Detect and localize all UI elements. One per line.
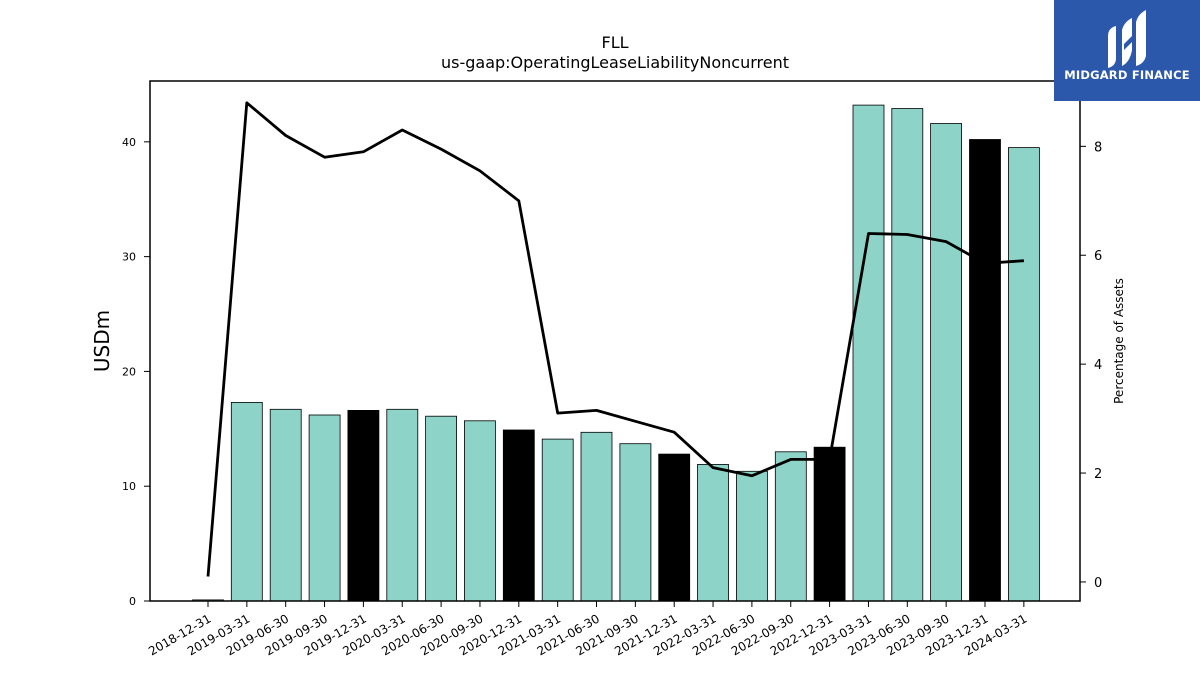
bar-2022-03-31 — [697, 463, 729, 602]
x-axis: 2018-12-312019-03-312019-06-302019-09-30… — [146, 601, 1029, 658]
y-axis-right-label: Percentage of Assets — [1112, 278, 1126, 404]
bar-2021-03-31 — [541, 438, 574, 602]
bar-2020-12-31 — [502, 429, 535, 602]
left-tick-label: 30 — [122, 251, 136, 264]
bar-2019-12-31 — [347, 409, 380, 602]
right-tick-label: 8 — [1094, 140, 1102, 155]
left-tick-label: 10 — [122, 480, 136, 493]
y-axis-label: USDm — [90, 310, 114, 372]
bar-2022-12-31 — [813, 446, 846, 602]
percentage-line — [206, 101, 1024, 577]
right-tick-label: 4 — [1094, 358, 1102, 373]
bar-2021-12-31 — [658, 453, 691, 602]
bar-2022-09-30 — [774, 451, 807, 602]
bar-2020-09-30 — [463, 420, 496, 602]
plot-frame — [149, 80, 1081, 602]
right-tick-label: 0 — [1094, 576, 1102, 591]
bar-2020-06-30 — [425, 415, 458, 602]
bar-2022-06-30 — [736, 470, 768, 602]
bar-2023-12-31 — [969, 139, 1001, 602]
bar-2024-03-31 — [1008, 147, 1040, 602]
logo-text: MIDGARD FINANCE — [1064, 68, 1190, 82]
left-tick-label: 20 — [122, 365, 136, 378]
logo-mark-icon — [1108, 10, 1146, 68]
bar-2021-09-30 — [619, 443, 652, 602]
bar-2023-03-31 — [852, 104, 885, 602]
bar-2021-06-30 — [580, 431, 613, 602]
left-tick-label: 0 — [129, 595, 136, 608]
bar-2019-09-30 — [308, 414, 341, 602]
left-tick-label: 40 — [122, 136, 136, 149]
right-axis: 0 2 4 6 8 — [1080, 140, 1102, 591]
chart-title: FLL — [601, 33, 628, 52]
bar-2023-06-30 — [891, 108, 924, 602]
bar-series — [192, 104, 1040, 602]
left-axis: 0 10 20 30 40 — [122, 136, 150, 608]
brand-logo: MIDGARD FINANCE — [1054, 0, 1200, 101]
right-tick-label: 6 — [1094, 249, 1102, 264]
bar-2023-09-30 — [930, 123, 962, 602]
bar-2020-03-31 — [386, 408, 419, 602]
line-series — [206, 101, 1024, 577]
bar-2019-03-31 — [230, 401, 263, 602]
right-tick-label: 2 — [1094, 467, 1102, 482]
bar-2019-06-30 — [269, 408, 302, 602]
chart-subtitle: us-gaap:OperatingLeaseLiabilityNoncurren… — [441, 53, 789, 72]
